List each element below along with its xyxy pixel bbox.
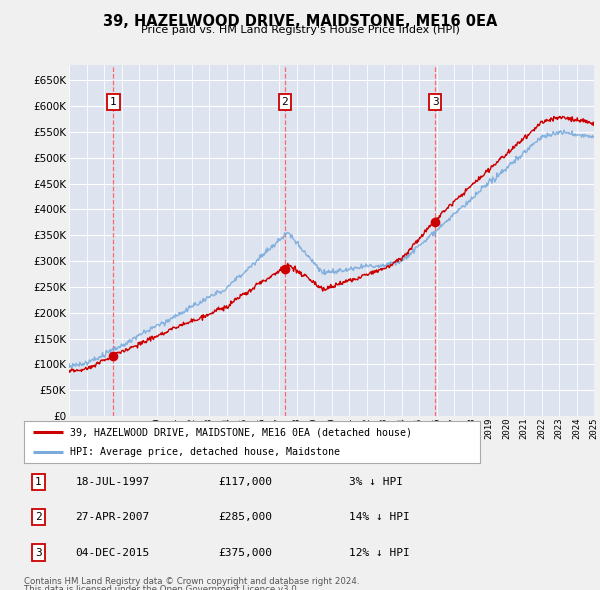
Text: 1: 1 <box>110 97 117 107</box>
Text: 2: 2 <box>35 512 41 522</box>
Text: £285,000: £285,000 <box>218 512 272 522</box>
Text: 39, HAZELWOOD DRIVE, MAIDSTONE, ME16 0EA: 39, HAZELWOOD DRIVE, MAIDSTONE, ME16 0EA <box>103 14 497 28</box>
Text: 3: 3 <box>35 548 41 558</box>
Text: 04-DEC-2015: 04-DEC-2015 <box>76 548 149 558</box>
Text: 39, HAZELWOOD DRIVE, MAIDSTONE, ME16 0EA (detached house): 39, HAZELWOOD DRIVE, MAIDSTONE, ME16 0EA… <box>70 427 412 437</box>
Text: 3: 3 <box>432 97 439 107</box>
Text: HPI: Average price, detached house, Maidstone: HPI: Average price, detached house, Maid… <box>70 447 340 457</box>
Text: Price paid vs. HM Land Registry's House Price Index (HPI): Price paid vs. HM Land Registry's House … <box>140 25 460 35</box>
Text: 18-JUL-1997: 18-JUL-1997 <box>76 477 149 487</box>
Text: This data is licensed under the Open Government Licence v3.0.: This data is licensed under the Open Gov… <box>24 585 299 590</box>
Text: 2: 2 <box>281 97 288 107</box>
Text: 14% ↓ HPI: 14% ↓ HPI <box>349 512 410 522</box>
Text: £375,000: £375,000 <box>218 548 272 558</box>
Text: 12% ↓ HPI: 12% ↓ HPI <box>349 548 410 558</box>
Text: 3% ↓ HPI: 3% ↓ HPI <box>349 477 403 487</box>
Text: £117,000: £117,000 <box>218 477 272 487</box>
Text: 27-APR-2007: 27-APR-2007 <box>76 512 149 522</box>
Text: Contains HM Land Registry data © Crown copyright and database right 2024.: Contains HM Land Registry data © Crown c… <box>24 577 359 586</box>
Text: 1: 1 <box>35 477 41 487</box>
